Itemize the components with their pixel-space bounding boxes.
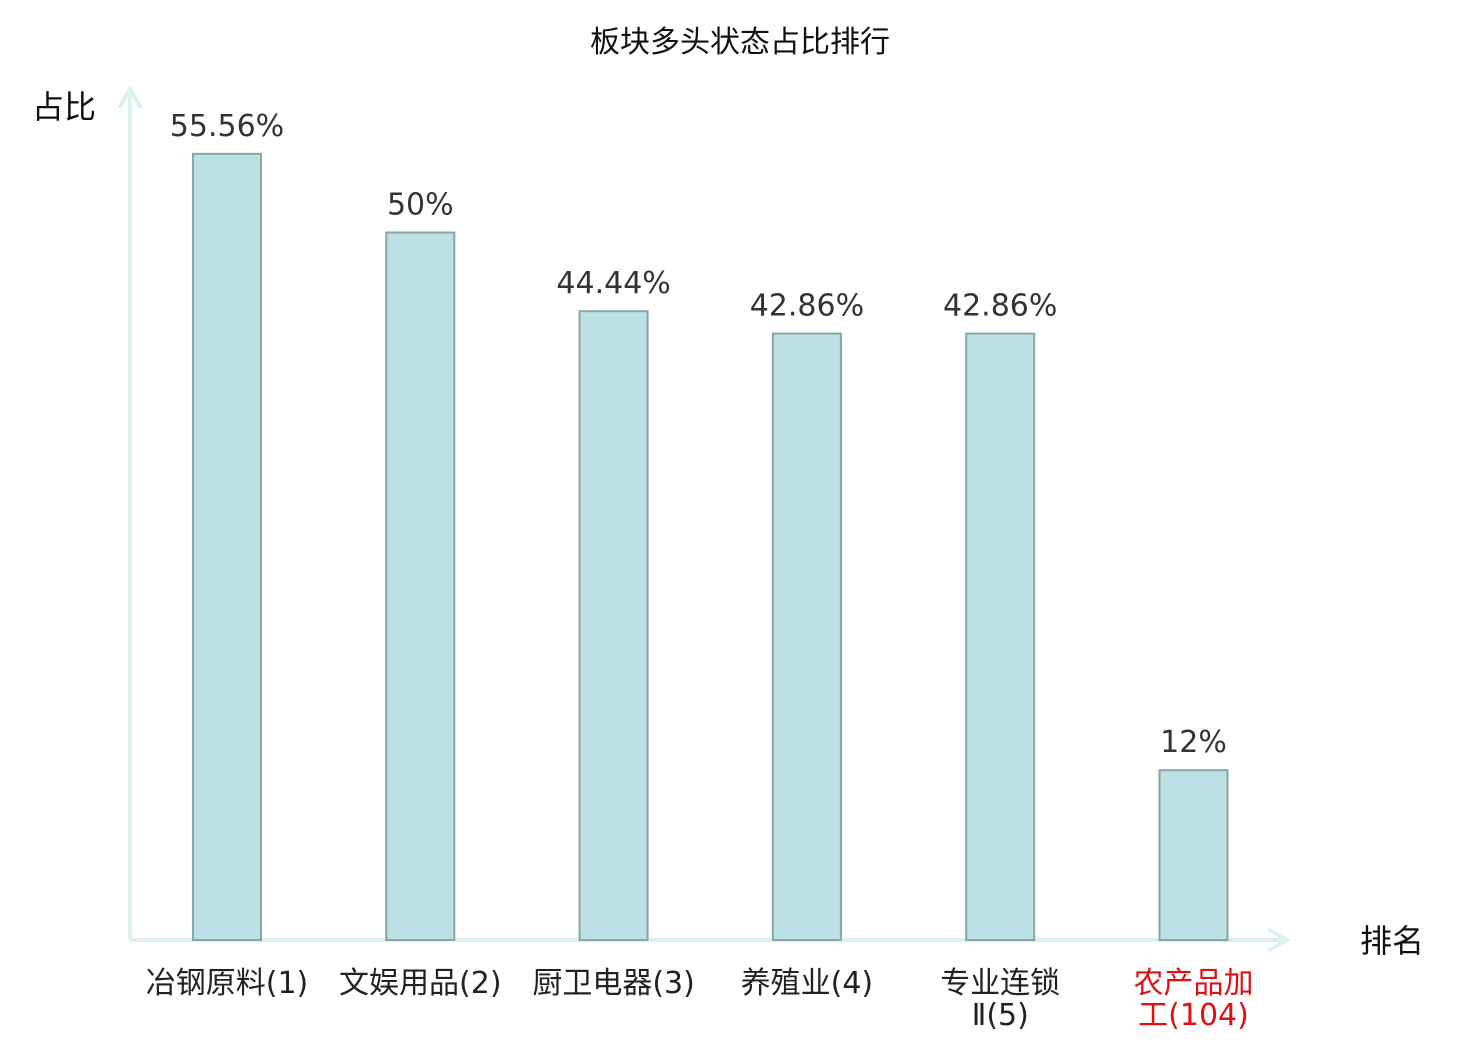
value-label-1: 55.56%	[170, 109, 284, 144]
tick-label-4: 养殖业(4)	[741, 966, 874, 1001]
bar-5	[965, 332, 1036, 941]
value-labels-group: 55.56% 50% 44.44% 42.86% 42.86% 12%	[170, 109, 1227, 760]
tick-label-line: 冶钢原料(1)	[146, 966, 309, 1001]
chart-title: 板块多头状态占比排行	[590, 25, 890, 60]
tick-label-2: 文娱用品(2)	[339, 966, 502, 1001]
tick-label-5: 专业连锁 Ⅱ(5)	[940, 966, 1060, 1033]
bar-1	[192, 152, 262, 942]
tick-label-line: Ⅱ(5)	[972, 998, 1029, 1033]
tick-labels-group: 冶钢原料(1) 文娱用品(2) 厨卫电器(3) 养殖业(4) 专业连锁 Ⅱ(5) 农产品加工…	[146, 966, 1254, 1033]
tick-label-line: 专业连锁	[940, 966, 1060, 1001]
bars-group	[192, 152, 1229, 942]
bar-3	[578, 310, 649, 941]
x-axis-label: 排名	[1360, 922, 1424, 960]
tick-label-line: 文娱用品(2)	[339, 966, 502, 1001]
tick-label-line: 工(104)	[1138, 998, 1249, 1033]
value-label-4: 42.86%	[750, 289, 864, 324]
value-label-3: 44.44%	[556, 266, 670, 301]
tick-label-line: 养殖业(4)	[741, 966, 874, 1001]
value-label-5: 42.86%	[943, 289, 1057, 324]
tick-label-3: 厨卫电器(3)	[532, 966, 695, 1001]
value-label-6: 12%	[1160, 725, 1227, 760]
y-axis-arrow	[117, 85, 143, 110]
tick-label-line: 农产品加	[1134, 966, 1254, 1001]
x-axis-arrow	[1266, 927, 1291, 953]
bar-2	[385, 231, 456, 941]
tick-label-6: 农产品加工(104)	[1134, 966, 1254, 1033]
tick-label-line: 厨卫电器(3)	[532, 966, 695, 1001]
y-axis-label: 占比	[32, 88, 96, 126]
bar-4	[771, 332, 842, 941]
bar-6	[1158, 769, 1229, 942]
value-label-2: 50%	[387, 188, 454, 223]
tick-label-1: 冶钢原料(1)	[146, 966, 309, 1001]
